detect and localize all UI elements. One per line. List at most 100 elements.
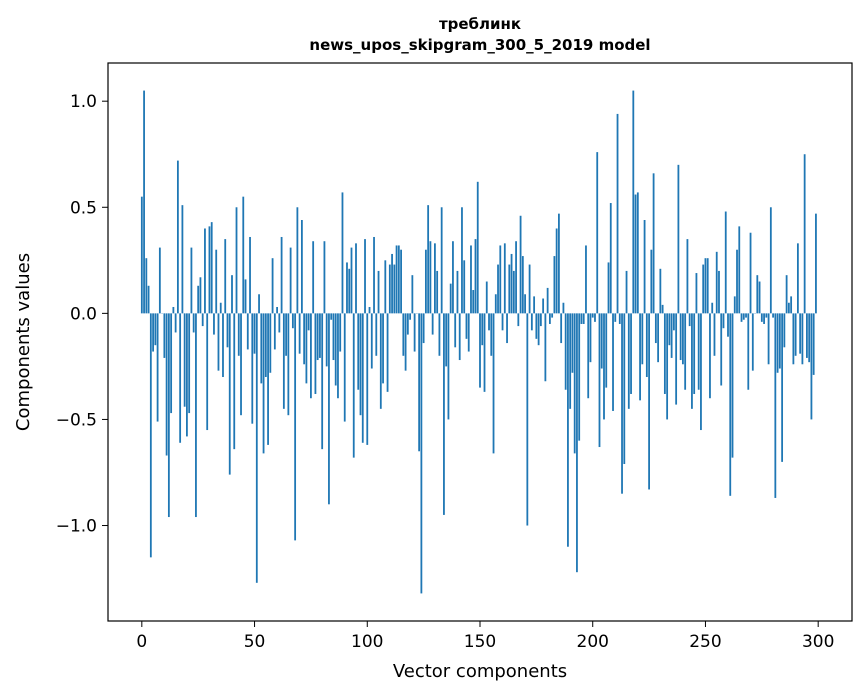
bar: [233, 313, 236, 450]
bar: [458, 313, 461, 361]
bar: [594, 313, 596, 322]
bar: [373, 236, 375, 314]
bar: [422, 313, 425, 344]
bar: [589, 313, 592, 363]
bar: [163, 313, 166, 358]
bar: [682, 313, 684, 365]
bar: [152, 313, 154, 352]
bar: [695, 273, 698, 314]
bar: [409, 313, 412, 320]
bar: [803, 154, 806, 314]
bar: [544, 313, 547, 382]
bar: [258, 294, 260, 314]
bar: [715, 251, 718, 314]
bar: [767, 313, 770, 365]
bar: [181, 205, 184, 314]
bar: [406, 313, 409, 335]
bar: [693, 313, 696, 394]
bar: [339, 313, 342, 352]
bar: [418, 313, 421, 452]
bar: [143, 90, 145, 314]
bar: [240, 313, 242, 416]
x-tick-label: 0: [136, 632, 147, 652]
bar: [154, 313, 157, 346]
bar: [627, 313, 630, 409]
bar: [576, 313, 578, 573]
bar: [679, 313, 682, 361]
bar: [481, 313, 484, 346]
bar: [546, 287, 549, 314]
bar: [170, 313, 173, 414]
bar: [578, 313, 581, 441]
bar: [666, 313, 669, 420]
bar: [742, 313, 745, 320]
bar: [224, 239, 227, 314]
x-tick-label: 50: [244, 632, 266, 652]
bar: [452, 241, 454, 314]
bar: [607, 262, 610, 314]
bar: [228, 313, 231, 475]
bar: [598, 313, 601, 448]
bar: [377, 270, 380, 314]
bar: [792, 313, 795, 365]
bar: [569, 313, 572, 409]
bar: [799, 313, 802, 354]
bar: [429, 241, 432, 314]
bar: [670, 313, 673, 358]
bar: [508, 264, 511, 314]
bar: [654, 313, 657, 344]
bar: [427, 205, 430, 314]
bar: [774, 313, 777, 498]
bar: [319, 313, 321, 358]
bar: [806, 313, 808, 358]
bar: [776, 313, 779, 373]
bar: [474, 239, 477, 314]
bar: [785, 275, 788, 314]
bar: [470, 245, 472, 314]
bar: [201, 313, 204, 327]
bar: [192, 313, 195, 333]
bar: [316, 313, 319, 361]
bar: [506, 313, 508, 344]
bar: [222, 313, 224, 378]
bar: [521, 256, 524, 314]
bar: [436, 270, 439, 314]
bar: [384, 260, 387, 314]
bar: [186, 313, 188, 437]
bar: [325, 313, 328, 367]
bar: [621, 313, 623, 494]
bar: [702, 264, 705, 314]
y-tick-label: 0.5: [70, 198, 97, 218]
x-axis-label: Vector components: [393, 661, 567, 682]
bar: [382, 313, 384, 384]
bar: [391, 253, 393, 314]
bar: [149, 313, 152, 558]
bar: [733, 296, 736, 314]
bar: [801, 313, 804, 365]
bar: [253, 313, 256, 354]
bar: [672, 313, 675, 331]
bar: [686, 239, 689, 314]
bar: [745, 313, 747, 318]
bar: [167, 313, 170, 518]
bar: [736, 249, 738, 314]
bar: [605, 313, 608, 388]
bar: [434, 243, 436, 314]
bar: [517, 313, 520, 327]
bar: [675, 313, 678, 405]
bar: [262, 313, 265, 454]
bar: [553, 256, 556, 314]
bar: [197, 285, 200, 314]
bar: [449, 283, 452, 314]
bar: [237, 313, 240, 356]
bar: [772, 313, 774, 318]
bar: [497, 264, 499, 314]
bar: [346, 262, 348, 314]
bar: [255, 313, 258, 583]
bar: [366, 313, 369, 445]
chart-subtitle: news_upos_skipgram_300_5_2019 model: [309, 36, 650, 54]
bar: [567, 313, 569, 547]
bar: [285, 313, 288, 356]
bar: [323, 241, 326, 314]
bar: [291, 313, 294, 329]
